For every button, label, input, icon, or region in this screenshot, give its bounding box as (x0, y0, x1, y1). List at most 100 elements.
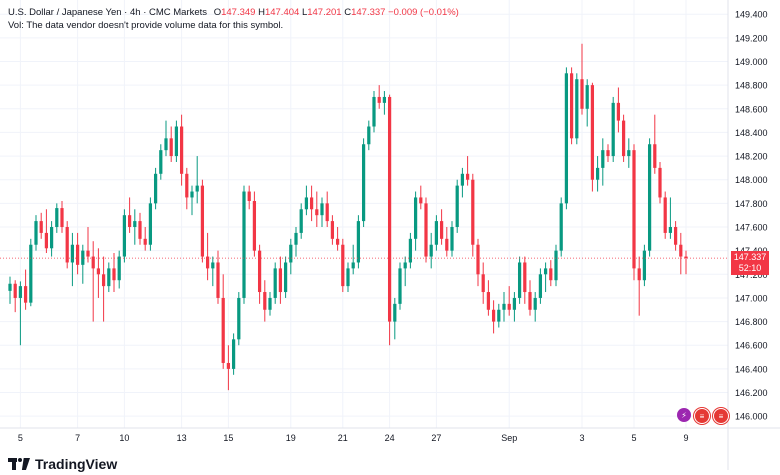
us-flag-icon[interactable]: ≡ (713, 408, 729, 424)
candle-up (627, 138, 631, 168)
symbol-title[interactable]: U.S. Dollar / Japanese Yen · 4h · CMC Ma… (8, 7, 208, 18)
candle-down (481, 262, 485, 304)
candle-down (23, 269, 28, 310)
candle-body (580, 79, 584, 109)
x-tick-label: 19 (286, 433, 296, 443)
symbol-line: U.S. Dollar / Japanese Yen · 4h · CMC Ma… (8, 6, 459, 19)
candle-up (413, 191, 418, 251)
candle-body (481, 274, 485, 293)
candle-body (195, 185, 199, 192)
x-tick-label: 27 (431, 433, 441, 443)
candle-up (273, 262, 277, 304)
candle-body (460, 173, 465, 186)
candle-body (304, 197, 309, 210)
candle-body (341, 244, 345, 287)
low-label: L (301, 7, 308, 18)
candle-body (107, 268, 111, 287)
candle-body (346, 268, 350, 287)
y-tick-label: 147.000 (735, 293, 768, 303)
candle-down (471, 173, 475, 257)
candle-body (356, 221, 361, 263)
tradingview-logo-icon (8, 458, 30, 470)
candle-up (595, 156, 600, 192)
candle-body (419, 197, 423, 204)
candle-down (65, 221, 69, 269)
y-tick-label: 149.400 (735, 10, 768, 20)
candle-body (122, 215, 127, 257)
candle-body (23, 286, 28, 303)
candle-body (590, 85, 595, 180)
candle-down (185, 167, 189, 210)
candle-down (247, 185, 251, 210)
candle-body (237, 297, 241, 340)
candle-down (606, 144, 610, 162)
candle-up (408, 232, 413, 269)
candle-down (377, 85, 381, 109)
candle-body (34, 221, 38, 245)
candle-up (242, 185, 246, 304)
candle-up (29, 238, 33, 307)
candle-body (429, 244, 433, 257)
candle-up (367, 120, 371, 151)
candle-up (237, 292, 241, 346)
candle-down (486, 280, 491, 316)
candle-body (148, 203, 153, 245)
candle-body (393, 303, 397, 322)
candle-up (450, 221, 454, 257)
candle-down (263, 280, 267, 322)
candle-body (13, 283, 17, 298)
us-flag-icon[interactable]: ≡ (694, 408, 710, 424)
candle-up (133, 209, 137, 245)
candle-body (632, 150, 636, 269)
candle-up (304, 185, 309, 216)
candle-body (179, 126, 184, 174)
y-tick-label: 148.000 (735, 175, 768, 185)
candle-body (642, 250, 647, 281)
candle-body (668, 227, 673, 233)
price-axis[interactable]: 149.400 149.200 149.000 148.800 148.600 148.4… (727, 0, 768, 470)
candle-body (439, 221, 444, 239)
event-icons: ⚡ ≡ ≡ (677, 408, 729, 424)
candle-body (174, 126, 179, 157)
candle-body (611, 102, 615, 157)
candle-down (491, 300, 496, 334)
candle-body (403, 262, 407, 269)
candle-down (673, 221, 678, 251)
candle-up (356, 215, 361, 269)
candle-up (455, 179, 459, 233)
candle-down (101, 256, 106, 322)
candle-down (252, 191, 257, 257)
candle-body (190, 191, 194, 198)
candle-down (621, 114, 626, 162)
candle-body (559, 203, 563, 251)
candle-up (517, 256, 522, 304)
candle-body (372, 96, 376, 127)
candle-body (257, 250, 262, 293)
candle-body (294, 232, 298, 245)
candle-body (673, 227, 678, 245)
candle-down (445, 227, 449, 257)
lightning-icon[interactable]: ⚡ (677, 408, 691, 422)
candle-body (231, 339, 236, 369)
candle-down (663, 191, 667, 239)
candle-up (601, 138, 605, 186)
candle-body (507, 303, 511, 310)
close-value: 147.337 (351, 7, 386, 18)
candle-body (335, 238, 340, 245)
candle-down (75, 232, 80, 275)
candle-body (127, 215, 132, 228)
candle-body (143, 238, 147, 245)
candle-down (221, 274, 225, 369)
candle-down (44, 209, 49, 254)
candle-up (460, 167, 465, 198)
x-tick-label: 21 (338, 433, 348, 443)
candle-body (434, 221, 439, 245)
candle-down (205, 232, 210, 281)
candle-down (325, 191, 329, 228)
tradingview-logo[interactable]: TradingView (8, 456, 117, 472)
time-axis[interactable]: 5 7 10 13 15 19 21 24 27 Sep 3 5 9 (0, 427, 780, 443)
candle-body (185, 173, 189, 198)
candle-body (361, 144, 366, 222)
